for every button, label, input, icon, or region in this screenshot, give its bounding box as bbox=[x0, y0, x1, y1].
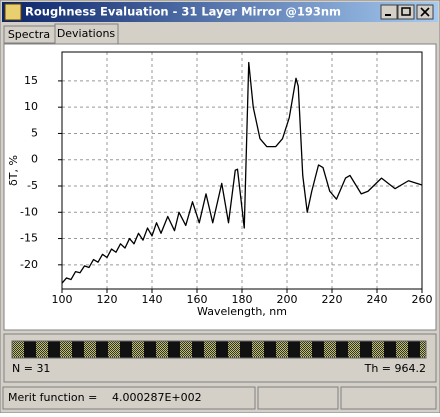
y-tick-label: -5 bbox=[27, 179, 38, 192]
plot-frame bbox=[61, 51, 423, 290]
y-tick-label: 15 bbox=[24, 74, 38, 87]
tab-label: Spectra bbox=[8, 28, 50, 41]
window-title: Roughness Evaluation - 31 Layer Mirror @… bbox=[25, 5, 341, 19]
title-bar bbox=[2, 2, 438, 22]
y-tick-label: -20 bbox=[20, 258, 38, 271]
minimize-button[interactable] bbox=[380, 4, 398, 20]
tab-label: Deviations bbox=[57, 27, 116, 40]
status-field bbox=[2, 386, 256, 410]
y-tick-label: 0 bbox=[31, 153, 38, 166]
x-tick-label: 200 bbox=[277, 293, 298, 306]
x-tick-label: 260 bbox=[412, 293, 433, 306]
status-value: 4.000287E+002 bbox=[112, 391, 202, 404]
x-tick-label: 100 bbox=[52, 293, 73, 306]
chart: 100 120 140 160 180 200 220 240 260 -20 -15 -10 -5 0 5… bbox=[7, 51, 433, 318]
y-tick-label: 10 bbox=[24, 100, 38, 113]
x-tick-label: 160 bbox=[187, 293, 208, 306]
layer-count: N = 31 bbox=[12, 362, 50, 375]
data-line bbox=[61, 61, 423, 284]
x-tick-label: 240 bbox=[367, 293, 388, 306]
status-field bbox=[340, 386, 437, 410]
status-field bbox=[257, 386, 339, 410]
thickness: Th = 964.2 bbox=[364, 362, 426, 375]
x-axis-label: Wavelength, nm bbox=[197, 305, 287, 318]
app-icon bbox=[4, 3, 22, 21]
maximize-button[interactable] bbox=[397, 4, 415, 20]
y-tick-label: 5 bbox=[31, 126, 38, 139]
maximize-icon bbox=[401, 7, 411, 16]
y-tick-label: -10 bbox=[20, 205, 38, 218]
chart-panel bbox=[3, 43, 437, 331]
close-icon bbox=[420, 7, 430, 17]
x-tick-label: 140 bbox=[142, 293, 163, 306]
window-buttons[interactable] bbox=[380, 4, 434, 20]
x-tick-label: 180 bbox=[232, 293, 253, 306]
status-label: Merit function = bbox=[8, 391, 97, 404]
y-tick-label: -15 bbox=[20, 232, 38, 245]
layer-strip bbox=[11, 340, 427, 359]
x-tick-label: 220 bbox=[322, 293, 343, 306]
y-axis-label: δT, % bbox=[7, 155, 20, 186]
x-tick-label: 120 bbox=[97, 293, 118, 306]
